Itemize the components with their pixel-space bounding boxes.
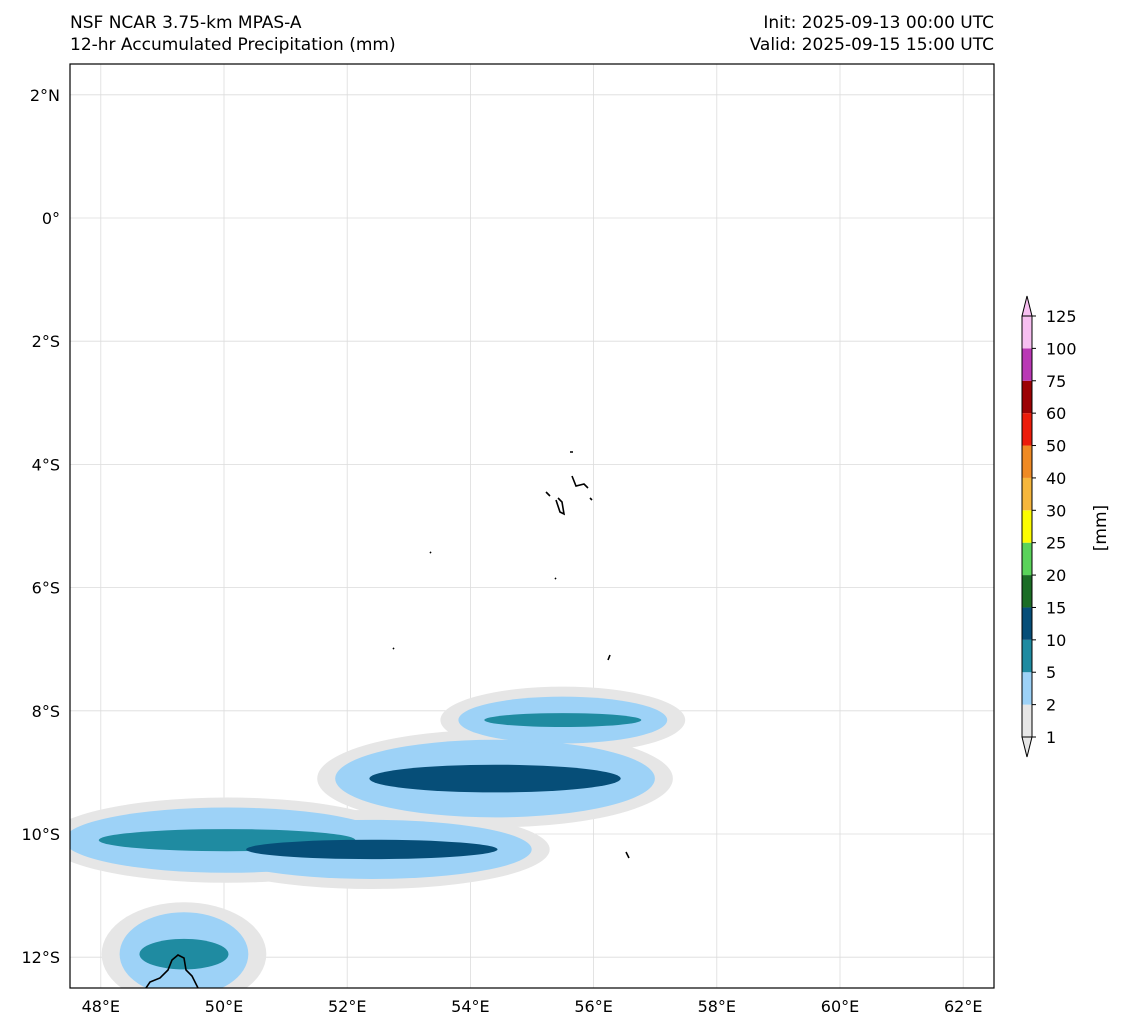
model-title: NSF NCAR 3.75-km MPAS-A — [70, 13, 302, 33]
lon-tick-label: 48°E — [82, 997, 120, 1016]
lon-tick-label: 52°E — [328, 997, 366, 1016]
colorbar-tick-label: 2 — [1046, 696, 1056, 715]
lon-tick-label: 58°E — [698, 997, 736, 1016]
colorbar-extend-max — [1021, 295, 1033, 317]
colorbar-tick-label: 100 — [1046, 339, 1077, 358]
colorbar-swatch — [1022, 575, 1032, 608]
colorbar-tick-label: 125 — [1046, 307, 1077, 326]
colorbar-tick-label: 75 — [1046, 372, 1066, 391]
lat-tick-label: 0° — [42, 209, 60, 228]
lat-tick-label: 10°S — [21, 825, 60, 844]
colorbar-tick-label: 15 — [1046, 598, 1066, 617]
lat-ticks: 2°N 0° 2°S 4°S 6°S 8°S 10°S 12°S — [21, 86, 60, 967]
lon-tick-label: 60°E — [821, 997, 859, 1016]
precip-field — [70, 451, 686, 988]
colorbar-swatch — [1022, 445, 1032, 478]
colorbar-swatch — [1022, 639, 1032, 673]
colorbar-swatch — [1022, 672, 1032, 705]
colorbar-tick-label: 1 — [1046, 728, 1056, 747]
colorbar-swatch — [1022, 510, 1032, 543]
lat-tick-label: 4°S — [32, 455, 60, 474]
colorbar-frame — [1021, 315, 1033, 738]
colorbar-tick-label: 5 — [1046, 663, 1056, 682]
colorbar-swatch — [1022, 542, 1032, 576]
colorbar-swatch — [1022, 413, 1032, 446]
lat-tick-label: 2°N — [30, 86, 60, 105]
precip-band-core — [246, 839, 498, 860]
colorbar-swatch — [1022, 704, 1032, 737]
time-block: Init: 2025-09-13 00:00 UTC Valid: 2025-0… — [750, 12, 994, 56]
precip-band-core — [139, 938, 229, 970]
colorbar-swatch — [1022, 607, 1032, 640]
valid-time: Valid: 2025-09-15 15:00 UTC — [749, 35, 994, 55]
lat-tick-label: 12°S — [21, 948, 60, 967]
colorbar-swatch — [1022, 316, 1032, 349]
lon-tick-label: 62°E — [944, 997, 982, 1016]
colorbar-tick-label: 25 — [1046, 534, 1066, 553]
lon-tick-label: 56°E — [574, 997, 612, 1016]
colorbar-swatch — [1022, 348, 1032, 381]
precip-band-core — [484, 713, 642, 727]
title-block: NSF NCAR 3.75-km MPAS-A 12-hr Accumulate… — [70, 12, 396, 56]
colorbar-tick-label: 50 — [1046, 437, 1066, 456]
colorbar-tick-label: 60 — [1046, 404, 1066, 423]
lat-tick-label: 2°S — [32, 332, 60, 351]
colorbar-label: [mm] — [1091, 505, 1111, 551]
colorbar-extend-min — [1021, 736, 1033, 758]
lat-tick-label: 6°S — [32, 579, 60, 598]
lon-tick-label: 50°E — [205, 997, 243, 1016]
colorbar-tick-label: 10 — [1046, 631, 1066, 650]
plot-frame — [69, 63, 995, 989]
colorbar-tick-label: 40 — [1046, 469, 1066, 488]
colorbar-tick-label: 20 — [1046, 566, 1066, 585]
colorbar-swatch — [1022, 477, 1032, 511]
colorbar-swatch — [1022, 380, 1032, 414]
lat-tick-label: 8°S — [32, 702, 60, 721]
colorbar-tick-label: 30 — [1046, 501, 1066, 520]
init-time: Init: 2025-09-13 00:00 UTC — [763, 13, 994, 33]
precip-band-core — [369, 764, 621, 793]
lon-tick-label: 54°E — [451, 997, 489, 1016]
field-title: 12-hr Accumulated Precipitation (mm) — [70, 35, 396, 55]
coastline — [145, 451, 630, 988]
lon-ticks: 48°E 50°E 52°E 54°E 56°E 58°E 60°E 62°E — [82, 997, 983, 1016]
